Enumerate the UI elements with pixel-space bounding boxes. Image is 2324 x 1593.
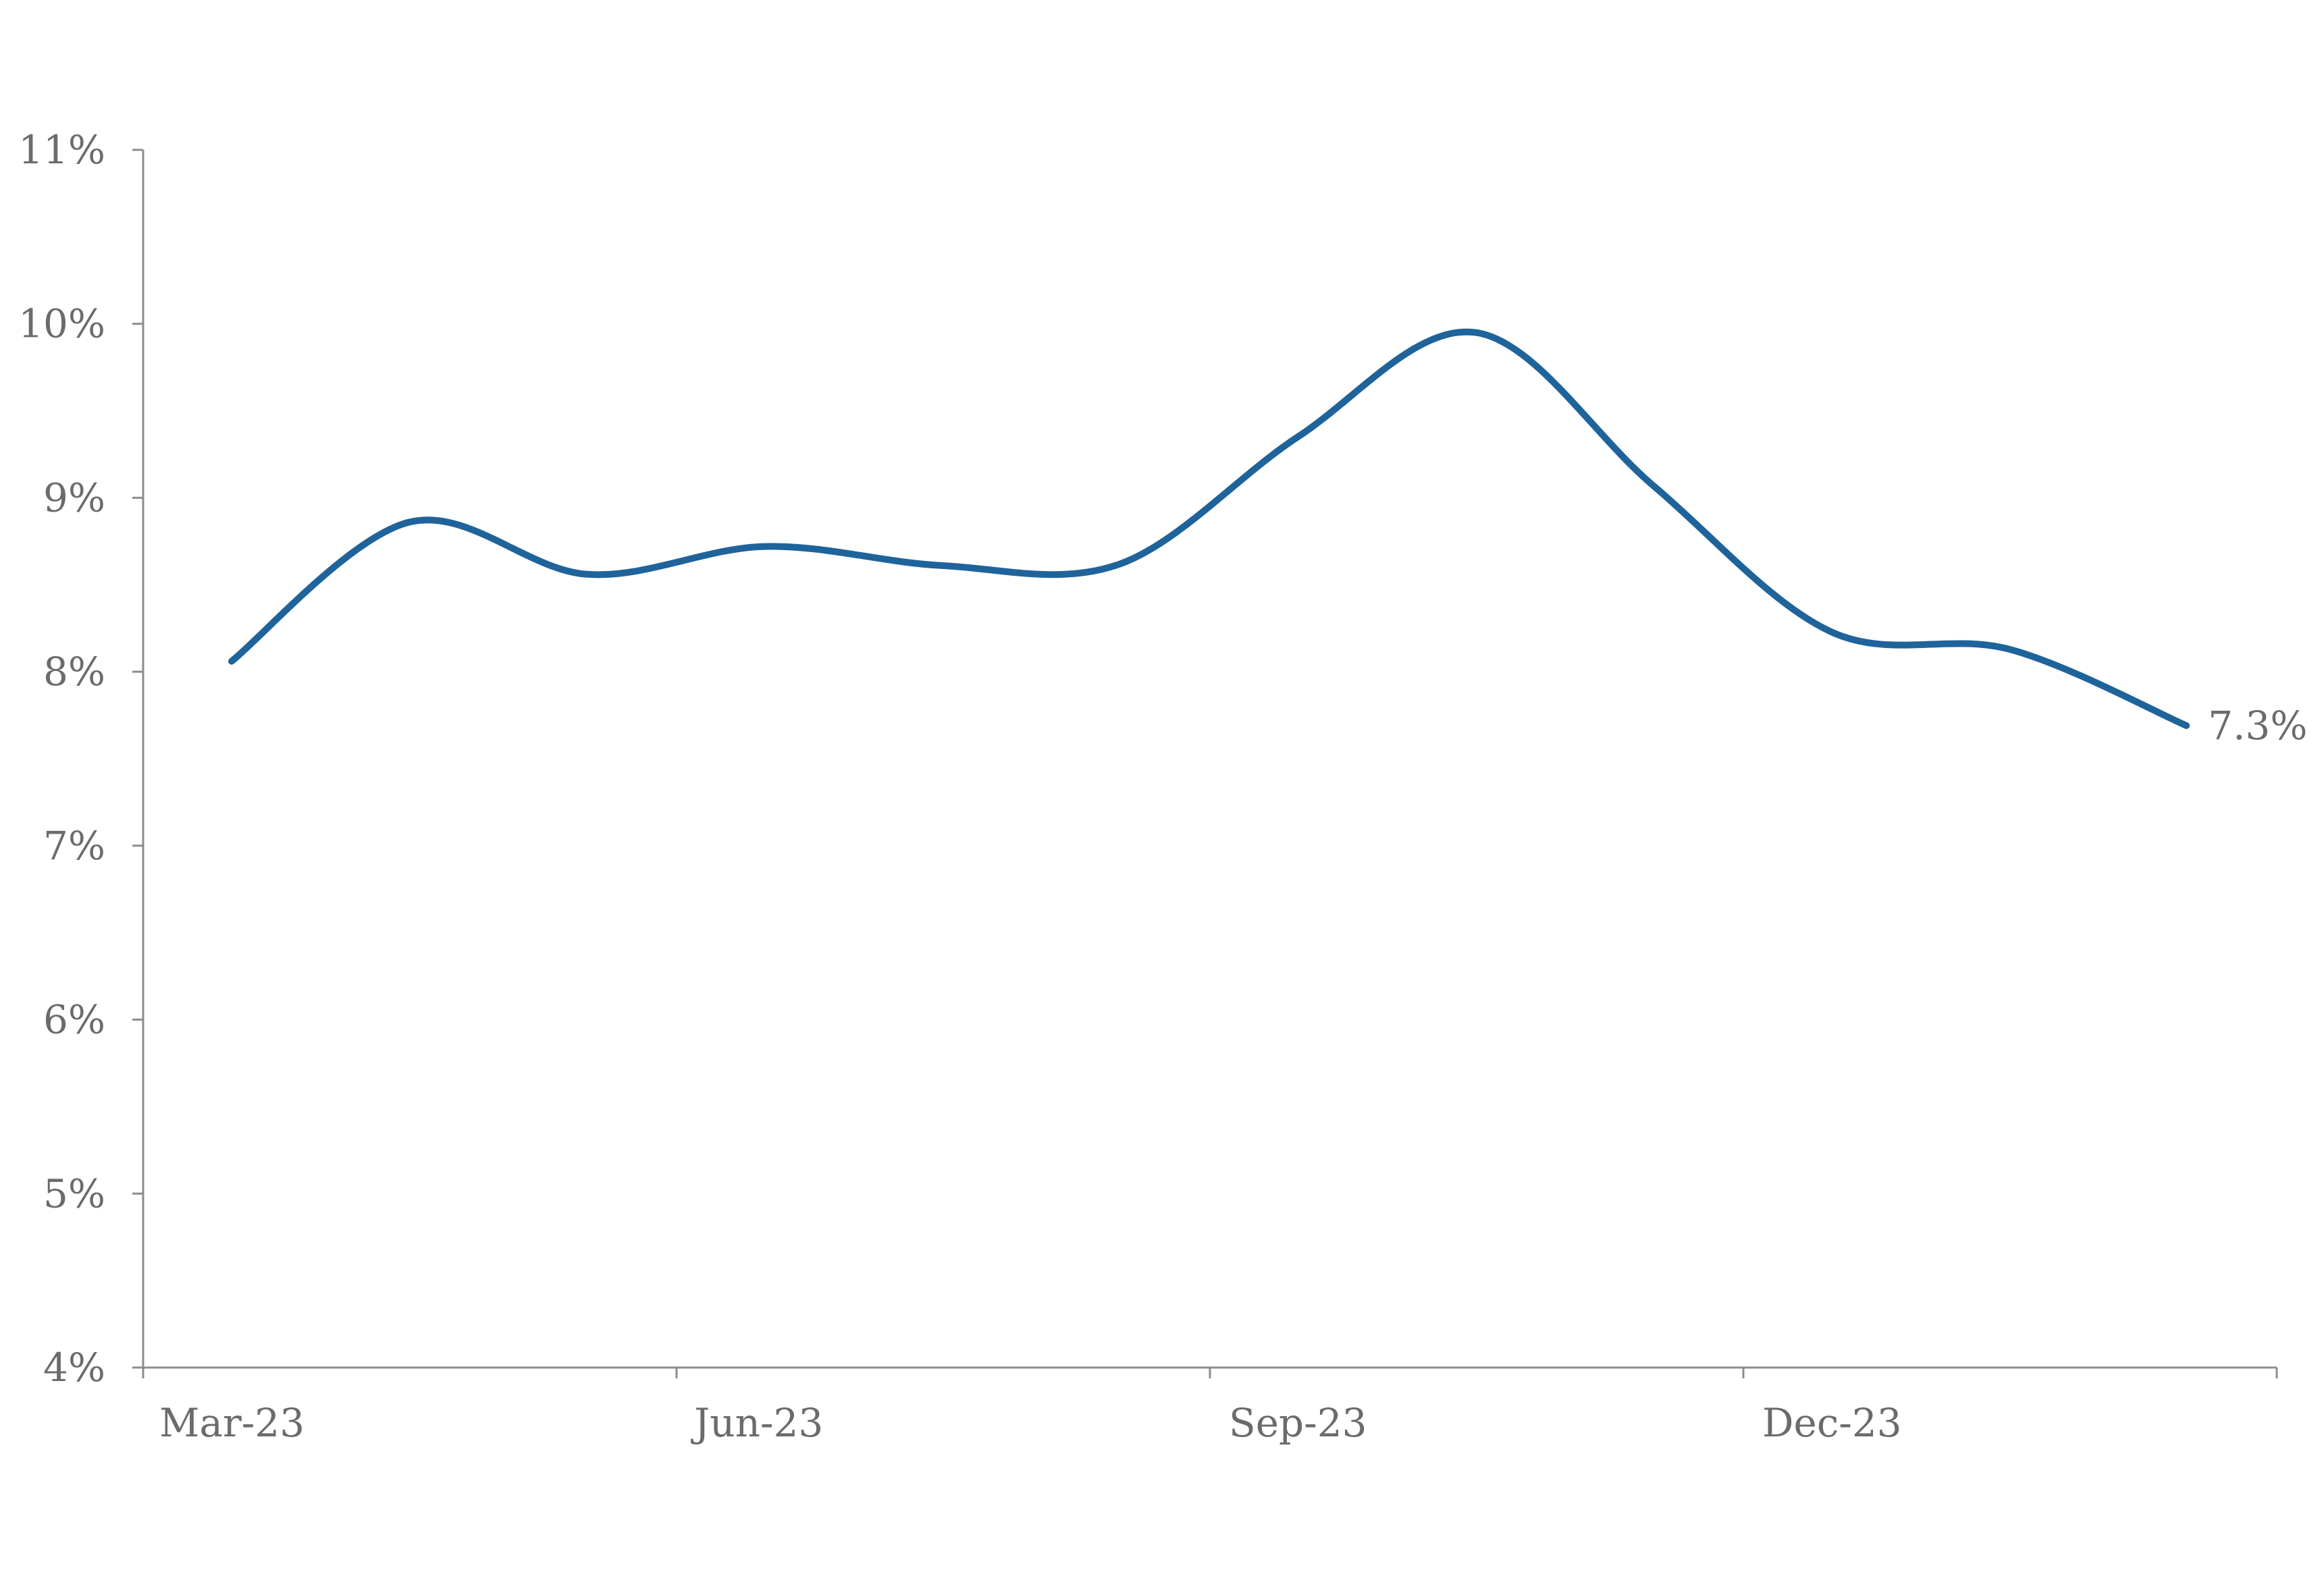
- series-line: [228, 328, 2190, 729]
- y-tick-label: 7%: [43, 823, 105, 869]
- y-tick-label: 4%: [43, 1345, 105, 1390]
- y-tick-label: 8%: [43, 649, 105, 695]
- x-tick-label: Sep-23: [1229, 1400, 1367, 1446]
- x-tick-label: Mar-23: [159, 1400, 305, 1446]
- y-tick-label: 5%: [43, 1170, 105, 1216]
- end-value-label: 7.3%: [2208, 703, 2307, 749]
- x-tick-label: Jun-23: [691, 1400, 823, 1446]
- y-tick-label: 9%: [43, 475, 105, 520]
- x-axis: Mar-23 Jun-23 Sep-23 Dec-23: [142, 1366, 2278, 1446]
- series-layer: [228, 328, 2190, 729]
- x-tick-label: Dec-23: [1762, 1400, 1902, 1446]
- y-axis: 4% 5% 6% 7% 8% 9% 10% 11%: [18, 127, 144, 1390]
- y-tick-label: 11%: [18, 127, 105, 173]
- y-tick-label: 10%: [18, 301, 105, 347]
- y-tick-label: 6%: [43, 997, 105, 1043]
